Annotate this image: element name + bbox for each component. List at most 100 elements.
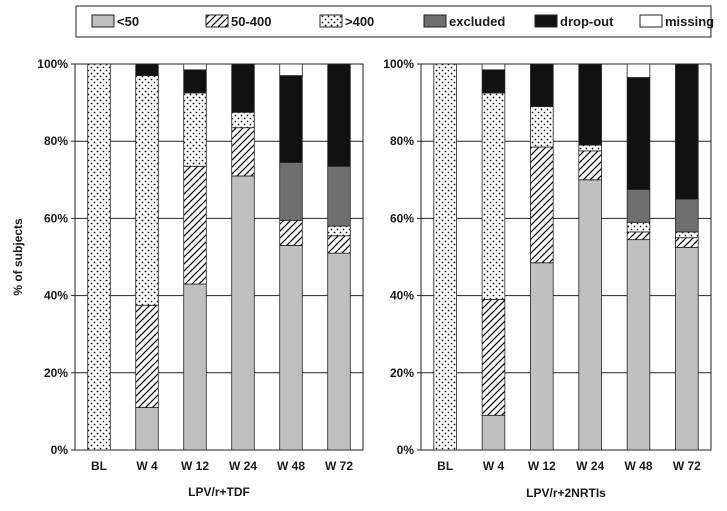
bar-group-w-48: [279, 63, 303, 451]
bar-segment-excluded: [279, 162, 303, 221]
y-tick-label: 80%: [44, 134, 68, 148]
bar-segment-gt400: [530, 106, 554, 148]
y-tick-label: 100%: [383, 57, 414, 71]
bar-segment-missing: [481, 63, 506, 71]
y-tick-label: 0%: [397, 443, 415, 457]
bar-group-w-72: [327, 63, 351, 451]
x-tick-label: W 12: [181, 459, 209, 473]
bar-segment-drop-out: [578, 63, 602, 146]
bar-segment-drop-out: [327, 63, 351, 167]
bar-segment-drop-out: [481, 69, 506, 94]
bar-group-bl: [87, 63, 111, 451]
bar-segment-50-400: [578, 150, 602, 181]
bar-segment-drop-out: [675, 63, 699, 200]
legend: <50 50-400 >400 excluded drop-out missing: [75, 5, 714, 38]
y-tick-label: 100%: [37, 57, 68, 71]
bar-segment-drop-out: [231, 63, 255, 113]
bar-segment-lt50: [135, 407, 159, 451]
y-tick-label: 0%: [51, 443, 69, 457]
bar-segment-gt400: [231, 111, 255, 129]
chart-panel-lpv-r-tdf: 0% 20% 40% 60% 80% 100% BL W 4 W 12 W 24 W 48 W 72 L…: [37, 57, 364, 499]
bar-segment-lt50: [481, 414, 506, 451]
x-tick-label: W 72: [325, 459, 353, 473]
legend-label-drop-out: drop-out: [560, 14, 614, 29]
y-tick-label: 40%: [44, 289, 68, 303]
bar-segment-drop-out: [279, 75, 303, 163]
y-tick-label: 40%: [390, 289, 414, 303]
bar-segment-lt50: [183, 283, 207, 451]
bar-group-w-48: [626, 63, 651, 451]
bar-segment-lt50: [231, 175, 255, 451]
x-tick-label: W 48: [624, 459, 652, 473]
bar-segment-missing: [626, 63, 651, 78]
legend-swatch-gt400: [319, 14, 343, 28]
bar-segment-lt50: [626, 239, 651, 451]
bar-segment-gt400: [433, 63, 457, 451]
bar-segment-50-400: [327, 235, 351, 254]
x-tick-label: BL: [91, 459, 107, 473]
bar-group-bl: [433, 63, 457, 451]
legend-swatch-50-400: [205, 14, 229, 28]
bar-segment-lt50: [578, 179, 602, 451]
bar-segment-50-400: [135, 304, 159, 408]
x-tick-label: W 4: [483, 459, 505, 473]
legend-swatch-excluded: [423, 14, 447, 28]
y-tick-label: 20%: [390, 366, 414, 380]
bar-segment-drop-out: [183, 69, 207, 94]
x-axis-title: LPV/r+2NRTIs: [526, 486, 606, 500]
legend-label-excluded: excluded: [449, 14, 505, 29]
bar-segment-drop-out: [626, 77, 651, 190]
x-tick-label: W 48: [277, 459, 305, 473]
bar-segment-50-400: [231, 127, 255, 177]
bar-segment-lt50: [327, 252, 351, 451]
bar-group-w-12: [530, 63, 554, 451]
legend-label-missing: missing: [665, 14, 714, 29]
legend-swatch-missing: [639, 14, 663, 28]
bar-segment-excluded: [675, 198, 699, 233]
y-tick-label: 80%: [390, 134, 414, 148]
y-tick-label: 20%: [44, 366, 68, 380]
legend-label-lt50: <50: [117, 14, 139, 29]
bar-segment-gt400: [626, 221, 651, 233]
legend-label-50-400: 50-400: [231, 14, 271, 29]
bar-segment-missing: [279, 63, 303, 76]
bar-segment-50-400: [675, 237, 699, 248]
y-tick-label: 60%: [44, 211, 68, 225]
bar-segment-gt400: [135, 75, 159, 306]
x-tick-label: W 4: [136, 459, 158, 473]
y-axis-title: % of subjects: [11, 218, 25, 296]
bar-segment-50-400: [183, 165, 207, 285]
x-tick-label: BL: [437, 459, 453, 473]
x-axis-title: LPV/r+TDF: [188, 485, 250, 499]
plot-area: [74, 63, 364, 451]
plot-area: [420, 63, 712, 451]
y-tick-label: 60%: [390, 211, 414, 225]
x-tick-label: W 24: [576, 459, 604, 473]
x-tick-label: W 12: [528, 459, 556, 473]
bar-segment-50-400: [279, 219, 303, 246]
legend-label-gt400: >400: [345, 14, 374, 29]
bar-segment-50-400: [626, 231, 651, 241]
bar-segment-50-400: [530, 146, 554, 264]
bar-segment-gt400: [481, 92, 506, 300]
bar-segment-lt50: [675, 246, 699, 451]
bar-segment-excluded: [626, 189, 651, 223]
bar-group-w-72: [675, 63, 699, 451]
bar-segment-lt50: [279, 245, 303, 451]
bar-group-w-4: [135, 63, 159, 451]
bar-segment-missing: [183, 63, 207, 71]
bar-segment-gt400: [675, 231, 699, 239]
bar-segment-gt400: [183, 92, 207, 167]
bar-group-w-12: [183, 63, 207, 451]
bar-segment-drop-out: [530, 63, 554, 107]
legend-box: [75, 5, 712, 38]
bar-segment-gt400: [327, 225, 351, 237]
chart-panel-lpv-r-2nrtis: 0% 20% 40% 60% 80% 100% BL W 4 W 12 W 24 W 48 W 72 L…: [383, 57, 712, 500]
bar-segment-gt400: [578, 144, 602, 152]
legend-swatch-lt50: [91, 14, 115, 28]
bar-segment-excluded: [327, 165, 351, 227]
bar-segment-50-400: [481, 299, 506, 416]
bar-segment-drop-out: [135, 63, 159, 76]
legend-swatch-drop-out: [534, 14, 558, 28]
